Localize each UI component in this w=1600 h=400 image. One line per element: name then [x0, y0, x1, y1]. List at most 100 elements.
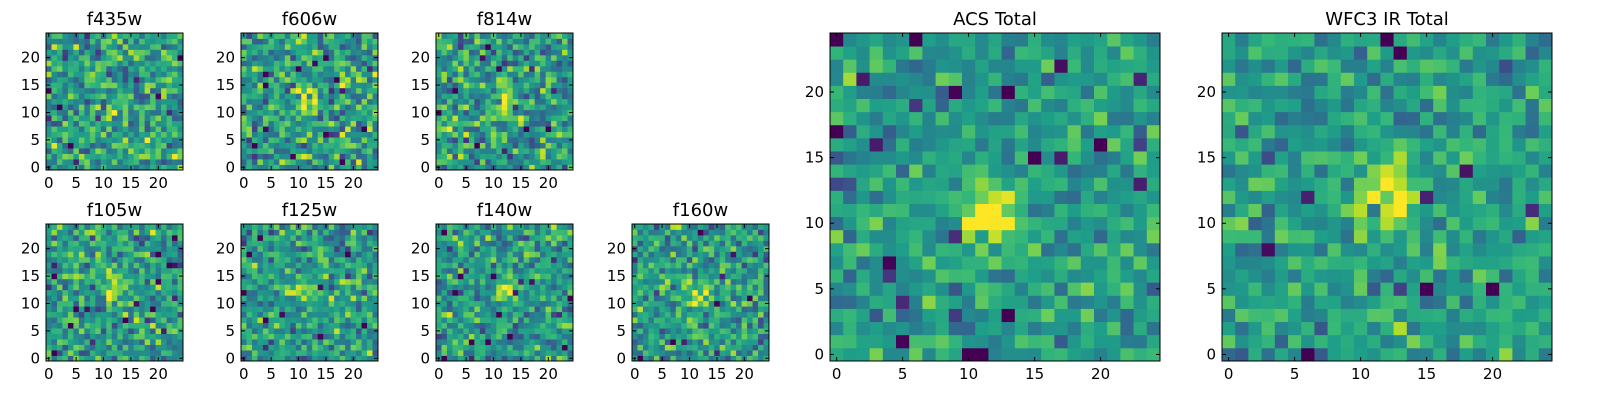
heatmap-cell	[273, 71, 280, 78]
heatmap-cell	[1146, 242, 1161, 257]
heatmap-cell	[507, 234, 514, 241]
heatmap-cell	[144, 267, 151, 274]
heatmap-cell	[257, 284, 264, 291]
heatmap-cell	[703, 256, 710, 263]
heatmap-cell	[262, 93, 269, 100]
heatmap-cell	[507, 43, 514, 50]
heatmap-cell	[446, 104, 453, 111]
heatmap-cell	[345, 278, 351, 285]
heatmap-cell	[545, 54, 552, 61]
heatmap-cell	[446, 159, 453, 165]
heatmap-cell	[512, 87, 519, 94]
heatmap-cell	[144, 234, 151, 241]
heatmap-cell	[452, 229, 459, 236]
heatmap-cell	[133, 344, 140, 351]
heatmap-cell	[637, 229, 644, 236]
heatmap-cell	[856, 321, 870, 336]
heatmap-cell	[89, 355, 96, 362]
heatmap-cell	[653, 333, 660, 340]
heatmap-cell	[468, 224, 475, 230]
heatmap-cell	[306, 49, 313, 56]
heatmap-cell	[975, 203, 989, 218]
heatmap-cell	[1001, 256, 1016, 270]
heatmap-cell	[100, 71, 107, 78]
heatmap-cell	[540, 153, 546, 160]
y-tick-label: 15	[21, 267, 40, 285]
heatmap-cell	[323, 104, 330, 111]
heatmap-cell	[474, 295, 481, 302]
heatmap-cell	[975, 229, 989, 244]
heatmap-cell	[567, 339, 574, 345]
heatmap-cell	[664, 267, 671, 274]
heatmap-cell	[664, 328, 671, 334]
heatmap-cell	[523, 38, 530, 45]
heatmap-cell	[556, 49, 563, 56]
heatmap-cell	[648, 295, 655, 302]
heatmap-cell	[144, 350, 151, 356]
heatmap-cell	[139, 126, 146, 133]
heatmap-cell	[95, 328, 102, 334]
heatmap-cell	[361, 109, 368, 116]
heatmap-cell	[545, 284, 552, 291]
heatmap-cell	[312, 311, 319, 318]
heatmap-cell	[452, 93, 459, 100]
heatmap-cell	[518, 38, 525, 45]
heatmap-cell	[133, 306, 140, 313]
heatmap-cell	[463, 54, 470, 61]
heatmap-cell	[534, 344, 541, 351]
heatmap-cell	[273, 33, 280, 39]
heatmap-cell	[323, 284, 330, 291]
heatmap-cell	[670, 256, 677, 263]
heatmap-cell	[501, 33, 508, 39]
heatmap-cell	[246, 115, 253, 122]
heatmap-cell	[758, 355, 764, 362]
heatmap-cell	[719, 355, 726, 362]
heatmap-cell	[111, 317, 118, 324]
heatmap-cell	[512, 115, 519, 122]
heatmap-cell	[139, 120, 146, 127]
heatmap-cell	[523, 333, 530, 340]
heatmap-cell	[67, 49, 74, 56]
heatmap-cell	[496, 256, 503, 263]
heatmap-cell	[457, 93, 464, 100]
heatmap-cell	[139, 93, 146, 100]
heatmap-cell	[273, 224, 280, 230]
heatmap-cell	[350, 262, 357, 269]
heatmap-cell	[67, 289, 74, 296]
heatmap-cell	[301, 240, 308, 247]
heatmap-cell	[896, 295, 910, 309]
heatmap-cell	[251, 284, 258, 291]
heatmap-cell	[1028, 295, 1042, 309]
heatmap-cell	[139, 339, 146, 345]
heatmap-cell	[150, 104, 156, 111]
heatmap-cell	[295, 229, 302, 236]
heatmap-cell	[463, 38, 470, 45]
heatmap-cell	[273, 142, 280, 149]
heatmap-cell	[133, 65, 140, 72]
heatmap-cell	[642, 267, 649, 274]
heatmap-cell	[463, 87, 470, 94]
heatmap-cell	[89, 148, 96, 154]
heatmap-cell	[328, 256, 335, 263]
heatmap-cell	[95, 240, 102, 247]
heatmap-cell	[507, 33, 514, 39]
heatmap-cell	[372, 289, 379, 296]
heatmap-cell	[323, 65, 330, 72]
heatmap-cell	[457, 87, 464, 94]
heatmap-cell	[457, 267, 464, 274]
x-tick-label: 0	[44, 365, 54, 383]
heatmap-cell	[372, 104, 379, 111]
heatmap-cell	[155, 93, 162, 100]
heatmap-cell	[284, 148, 291, 154]
heatmap-cell	[161, 93, 167, 100]
heatmap-cell	[562, 328, 568, 334]
heatmap-cell	[106, 115, 113, 122]
heatmap-cell	[1014, 229, 1029, 244]
heatmap-cell	[111, 289, 118, 296]
heatmap-cell	[106, 76, 113, 83]
heatmap-cell	[139, 33, 146, 39]
heatmap-cell	[339, 289, 346, 296]
heatmap-cell	[935, 295, 950, 309]
heatmap-cell	[463, 60, 470, 67]
heatmap-cell	[317, 284, 324, 291]
